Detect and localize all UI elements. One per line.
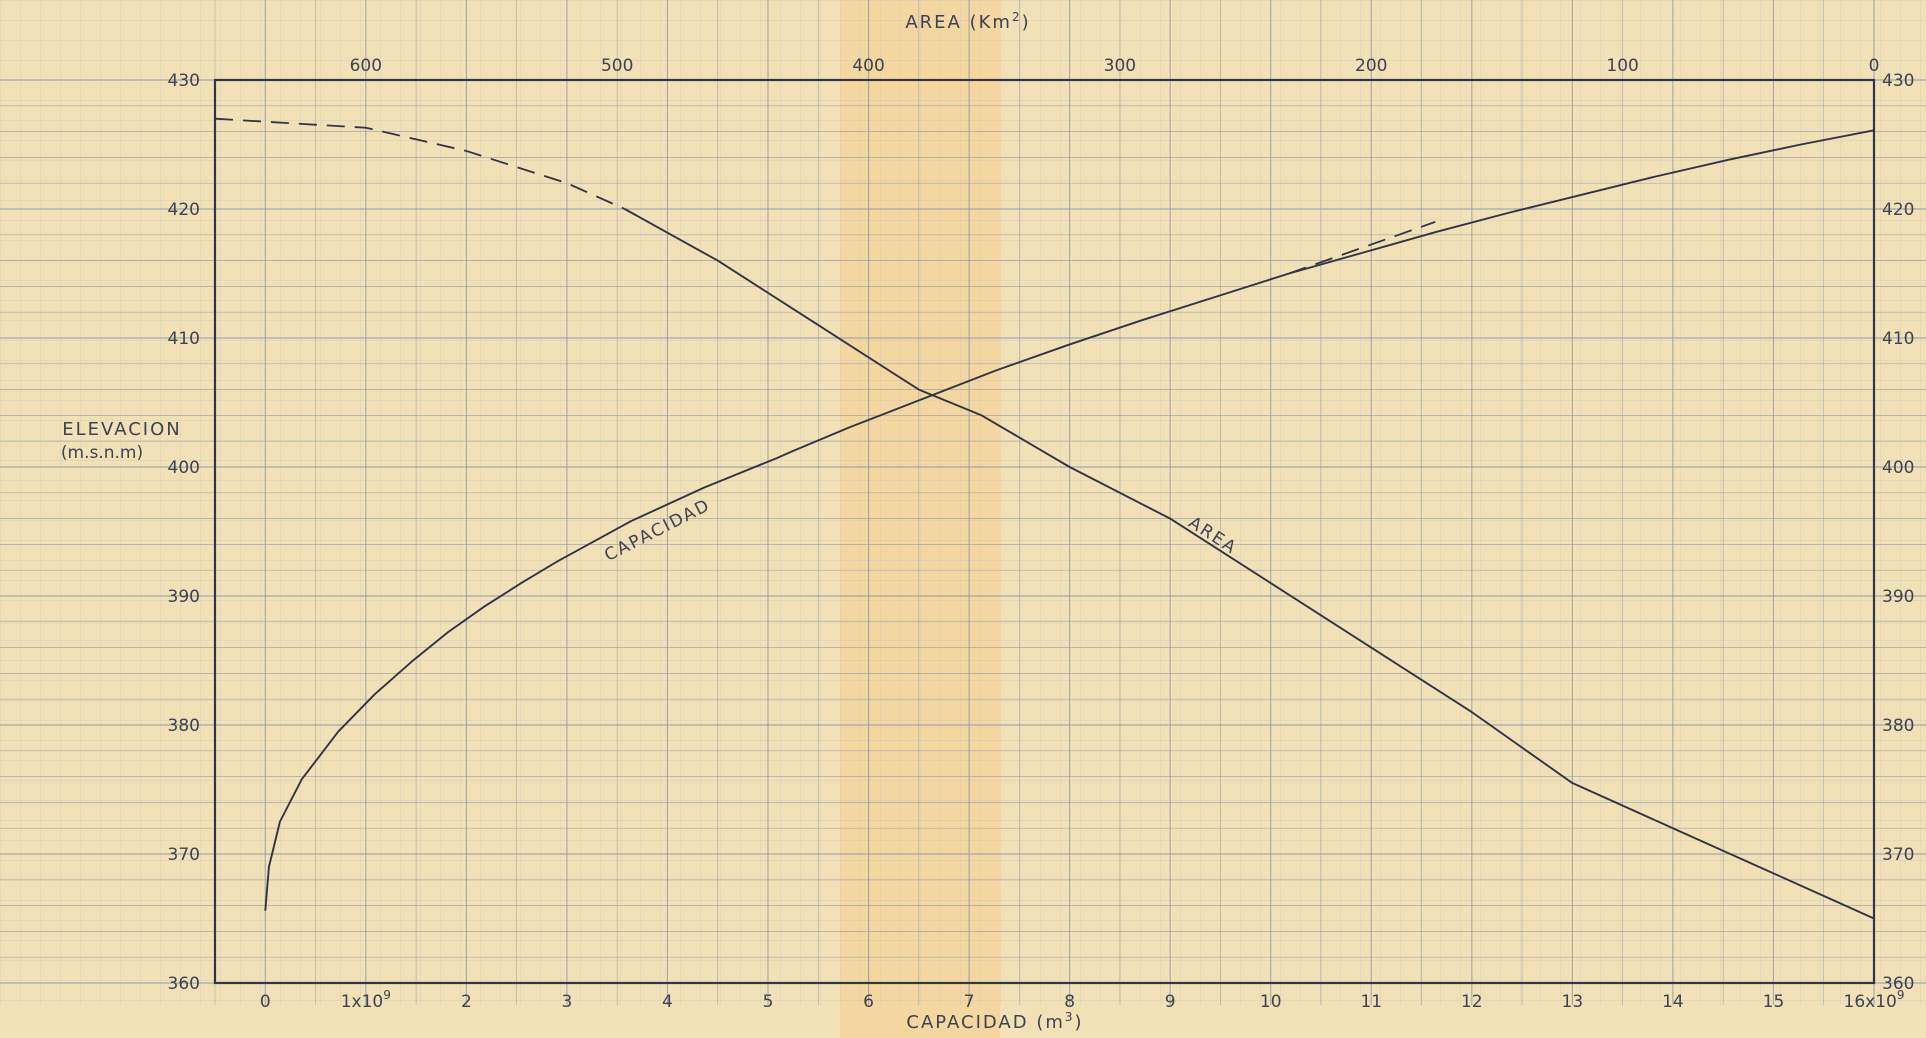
bottom-tick-label: 3 [561,992,572,1012]
top-axis-title: AREA (Km2) [905,10,1030,33]
y-tick-label-left: 390 [168,587,200,607]
y-tick-label-right: 410 [1882,329,1914,349]
y-tick-label-right: 430 [1882,71,1914,91]
y-tick-label-right: 390 [1882,587,1914,607]
tick-exponent: 9 [383,988,391,1002]
y-tick-label-right: 370 [1882,845,1914,865]
y-tick-label-left: 360 [168,974,200,994]
top-tick-label: 0 [1869,56,1880,76]
bottom-tick-label: 12 [1461,992,1483,1012]
fine-grid [0,0,1926,1005]
bottom-tick-label: 11 [1360,992,1382,1012]
curves [214,117,1875,920]
y-tick-label-right: 360 [1882,974,1914,994]
bottom-tick-label: 5 [763,992,774,1012]
y-axis-title: ELEVACION [62,419,181,440]
bottom-tick-label: 8 [1064,992,1075,1012]
bottom-tick-label: 10 [1260,992,1282,1012]
top-tick-label: 100 [1606,56,1638,76]
bottom-tick-label: 13 [1562,992,1584,1012]
y-tick-label-left: 400 [168,458,200,478]
area-curve [624,208,1875,920]
y-tick-label-left: 430 [168,71,200,91]
bottom-tick-label: 15 [1763,992,1785,1012]
bottom-tick-label: 16x109 [1844,988,1905,1012]
y-tick-label-right: 420 [1882,200,1914,220]
top-tick-label: 200 [1355,56,1387,76]
bottom-tick-label: 1x109 [341,988,391,1012]
bottom-tick-label: 7 [964,992,975,1012]
bottom-tick-label: 14 [1662,992,1684,1012]
grid [0,0,1926,1005]
y-tick-label-right: 400 [1882,458,1914,478]
y-tick-label-left: 370 [168,845,200,865]
y-axis-unit: (m.s.n.m) [61,443,143,463]
bottom-tick-label: 0 [260,992,271,1012]
area-curve-dashed [214,117,626,210]
tick-exponent: 9 [1897,988,1905,1002]
capacidad-curve-dashed [1288,221,1436,275]
bottom-tick-label: 2 [461,992,472,1012]
bottom-tick-label: 6 [863,992,874,1012]
top-tick-label: 600 [350,56,382,76]
y-tick-label-left: 420 [168,200,200,220]
plot-frame [213,78,1876,985]
top-tick-label: 400 [852,56,884,76]
top-tick-label: 300 [1104,56,1136,76]
y-tick-label-right: 380 [1882,716,1914,736]
y-tick-label-left: 380 [168,716,200,736]
capacidad-curve [264,129,1875,911]
bottom-tick-label: 4 [662,992,673,1012]
bottom-tick-label: 9 [1165,992,1176,1012]
bottom-axis-title: CAPACIDAD (m3) [906,1010,1083,1033]
y-tick-label-left: 410 [168,329,200,349]
top-tick-label: 500 [601,56,633,76]
